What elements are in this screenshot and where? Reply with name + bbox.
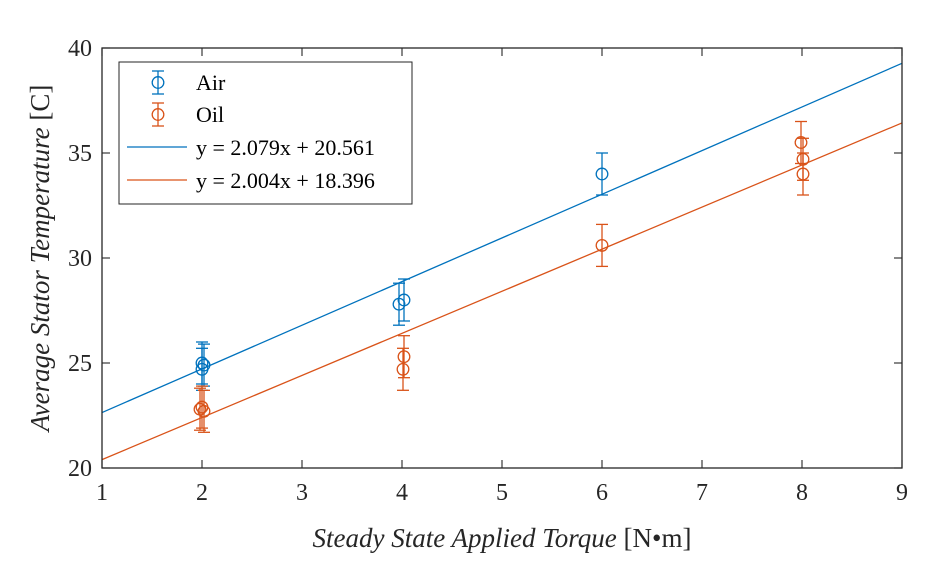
y-axis-title-main: Average Stator Temperature <box>25 127 55 433</box>
y-tick-label: 30 <box>68 246 92 272</box>
data-point-oil <box>396 362 410 376</box>
legend-air-label: Air <box>196 70 226 95</box>
error-bar-oil <box>795 120 807 165</box>
x-axis-title-main: Steady State Applied Torque <box>313 523 617 553</box>
y-tick-label: 35 <box>68 141 92 167</box>
legend-entry-air: Air <box>151 70 226 95</box>
x-tick-label: 9 <box>896 480 908 506</box>
error-bar-oil <box>196 385 208 429</box>
x-tick-label: 4 <box>396 480 408 506</box>
legend-fit-oil-label: y = 2.004x + 18.396 <box>196 168 375 193</box>
data-point-oil <box>796 152 810 166</box>
axis-ticks <box>101 47 903 469</box>
legend-entry-fit-oil: y = 2.004x + 18.396 <box>127 168 375 193</box>
legend-air-marker <box>151 76 165 89</box>
x-tick-labels: 1 2 3 4 5 6 7 8 9 <box>96 480 908 506</box>
data-point-oil <box>397 350 411 364</box>
y-tick-labels: 20 25 30 35 40 <box>68 36 92 482</box>
y-tick-label: 40 <box>68 36 92 62</box>
x-tick-label: 7 <box>696 480 708 506</box>
legend-oil-label: Oil <box>196 102 224 127</box>
data-point-oil <box>197 404 211 418</box>
fit-line-0 <box>101 62 903 414</box>
x-tick-label: 1 <box>96 480 108 506</box>
error-bar-oil <box>198 389 210 433</box>
legend-oil-marker <box>151 108 165 121</box>
x-tick-label: 2 <box>196 480 208 506</box>
error-bars <box>194 120 809 433</box>
data-point-oil <box>595 238 609 252</box>
legend-fit-air-label: y = 2.079x + 20.561 <box>196 135 375 160</box>
y-axis-title: Average Stator Temperature [C] <box>25 85 55 434</box>
y-tick-label: 20 <box>68 456 92 482</box>
x-axis-unit: [N•m] <box>617 523 692 553</box>
data-point-oil <box>794 136 808 149</box>
error-bar-oil <box>797 152 809 196</box>
legend-entry-oil: Oil <box>151 102 224 127</box>
error-bar-oil <box>397 347 409 391</box>
error-bar-air <box>596 152 608 196</box>
x-tick-label: 8 <box>796 480 808 506</box>
x-axis-title: Steady State Applied Torque [N•m] <box>313 523 692 553</box>
x-tick-label: 3 <box>296 480 308 506</box>
error-bar-air <box>198 343 210 387</box>
error-bar-oil <box>596 223 608 268</box>
error-bar-oil <box>398 335 410 379</box>
data-markers <box>193 136 810 418</box>
data-point-oil <box>796 167 810 181</box>
y-axis-unit: [C] <box>25 85 55 128</box>
data-point-air <box>595 167 609 181</box>
fit-lines <box>101 62 903 461</box>
data-point-air <box>195 356 209 370</box>
error-bar-air <box>398 278 410 322</box>
legend: Air Oil y = 2.079x + 20.561 y = 2.004x +… <box>118 61 413 205</box>
data-point-air <box>397 293 411 307</box>
data-point-air <box>195 362 209 376</box>
x-tick-label: 5 <box>496 480 508 506</box>
fit-line-1 <box>101 122 903 461</box>
y-tick-label: 25 <box>68 351 92 377</box>
x-tick-label: 6 <box>596 480 608 506</box>
legend-entry-fit-air: y = 2.079x + 20.561 <box>127 135 375 160</box>
error-bar-air <box>393 282 405 326</box>
